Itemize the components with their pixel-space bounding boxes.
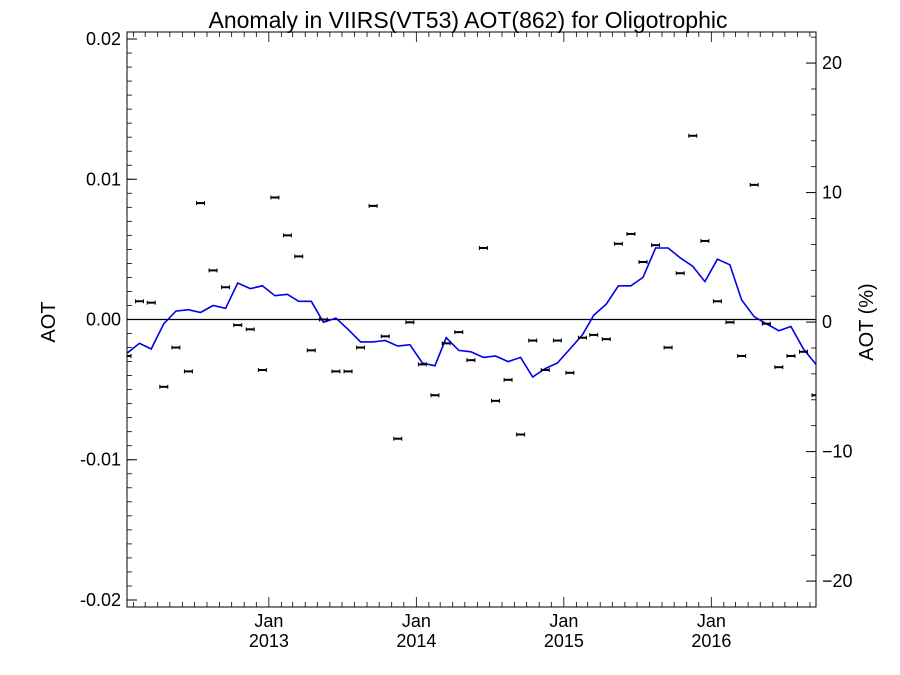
anomaly-point [270,195,280,200]
smoothed-anomaly-line [127,247,816,379]
y-tick-label-right: 0 [822,312,832,332]
anomaly-point [761,321,771,326]
anomaly-point [491,398,501,403]
anomaly-point [318,317,328,322]
anomaly-point [159,384,169,389]
chart-title: Anomaly in VIIRS(VT53) AOT(862) for Olig… [209,7,728,33]
y-tick-label-right: −20 [822,571,853,591]
anomaly-point [368,203,378,208]
y-tick-label-left: -0.02 [80,590,121,610]
anomaly-point [356,345,366,350]
anomaly-point [208,268,218,273]
y-tick-label-right: 10 [822,183,842,203]
anomaly-point [786,353,796,358]
anomaly-point [540,367,550,372]
anomaly-point [146,300,156,305]
anomaly-point [651,243,661,248]
y-axis-label-left: AOT [38,301,60,342]
y-tick-label-left: 0.01 [86,169,121,189]
anomaly-point [306,348,316,353]
x-tick-label-month: Jan [697,611,726,631]
anomaly-point [171,345,181,350]
y-tick-label-right: −10 [822,442,853,462]
y-tick-label-right: 20 [822,53,842,73]
anomaly-point [663,345,673,350]
anomaly-point [638,260,648,264]
x-tick-label-month: Jan [254,611,283,631]
anomaly-point [331,369,341,374]
anomaly-point [466,358,476,363]
anomaly-point [135,299,145,304]
anomaly-point [183,369,193,374]
x-tick-label-year: 2016 [691,631,731,651]
anomaly-point [343,369,353,374]
anomaly-point [405,320,415,325]
anomaly-point [712,299,722,304]
anomaly-point [774,365,784,370]
y-tick-label-left: 0.00 [86,310,121,330]
anomaly-point [552,338,562,343]
anomaly-point [688,133,698,138]
anomaly-point [577,335,587,340]
y-axis-label-right: AOT (%) [856,283,878,360]
anomaly-point [294,254,304,259]
anomaly-point [798,349,808,354]
anomaly-point [613,241,623,246]
anomaly-point [282,233,292,238]
x-tick-label-month: Jan [402,611,431,631]
anomaly-point [380,334,390,339]
anomaly-point [675,271,685,276]
anomaly-point [127,353,132,358]
anomaly-point [737,353,747,358]
plot-axes [126,31,817,608]
anomaly-point [393,436,403,441]
anomaly-point [589,332,599,337]
anomaly-point [221,285,231,290]
y-tick-label-left: -0.01 [80,450,121,470]
anomaly-point [811,393,816,398]
anomaly-point [196,201,206,206]
anomaly-point [601,337,611,342]
anomaly-point [749,182,759,187]
x-tick-label-year: 2013 [249,631,289,651]
y-tick-label-left: 0.02 [86,29,121,49]
x-tick-label-year: 2014 [396,631,436,651]
anomaly-point [430,393,440,398]
anomaly-point [417,362,427,367]
x-tick-label-year: 2015 [544,631,584,651]
anomaly-point [245,327,255,332]
anomaly-point [725,320,735,325]
anomaly-point [528,338,538,343]
data-marks [127,133,816,441]
plot-area [127,133,816,441]
anomaly-point [441,341,451,346]
axis-ticks: 0.020.010.00-0.01-0.0220100−10−20Jan2013… [80,29,853,651]
anomaly-point [700,238,710,243]
anomaly-point [233,323,243,328]
anomaly-point [565,370,575,375]
anomaly-point [516,432,526,437]
anomaly-point [454,330,464,335]
x-tick-label-month: Jan [549,611,578,631]
anomaly-point [257,367,267,372]
anomaly-point [478,245,488,250]
anomaly-point [626,231,636,236]
anomaly-point [503,377,513,382]
